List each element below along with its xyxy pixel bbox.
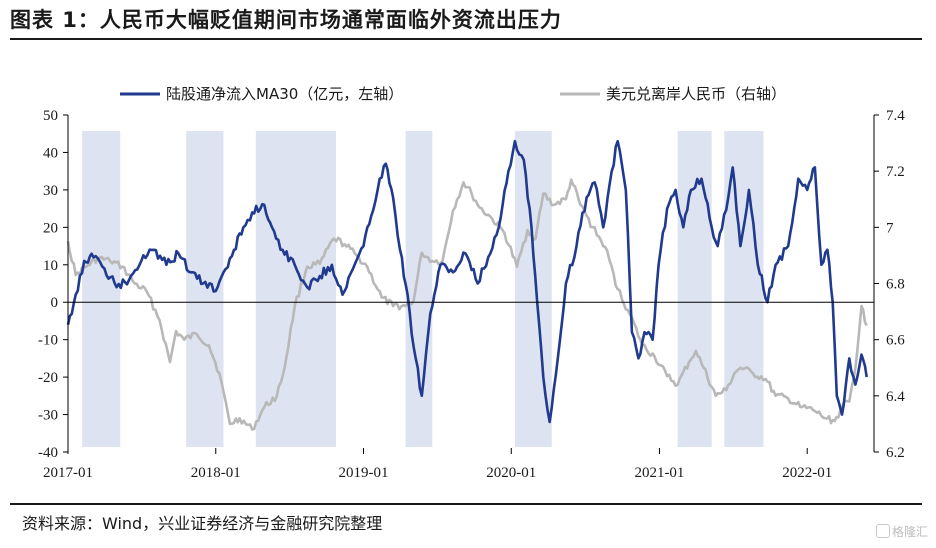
figure-title: 图表 1：人民币大幅贬值期间市场通常面临外资流出压力 <box>10 8 562 32</box>
shaded-periods <box>82 131 764 447</box>
y-left-tick-label: 0 <box>51 295 59 311</box>
legend-label-left-series: 陆股通净流入MA30（亿元，左轴） <box>166 85 403 103</box>
y-right-tick-label: 7.2 <box>886 164 905 180</box>
x-tick-label: 2022-01 <box>782 465 832 481</box>
axes: -40 -30 -20 -10 0 10 20 30 40 50 6.2 6.4 6.6 6.8 7 7.2 7… <box>38 108 905 481</box>
legend-label-right-series: 美元兑离岸人民币（右轴） <box>606 85 786 103</box>
y-left-tick-label: -40 <box>38 445 58 461</box>
source-rule <box>10 503 922 505</box>
y-right-tick-label: 7 <box>886 220 894 236</box>
y-left-tick-label: -30 <box>38 408 58 424</box>
y-right-tick-label: 6.2 <box>886 445 905 461</box>
y-right-tick-label: 6.8 <box>886 277 905 293</box>
shaded-period-3 <box>405 131 433 447</box>
y-right-tick-label: 6.4 <box>886 389 905 405</box>
legend: 陆股通净流入MA30（亿元，左轴） 美元兑离岸人民币（右轴） <box>120 85 786 103</box>
shaded-period-5 <box>677 131 712 447</box>
title-underline <box>10 38 922 40</box>
x-tick-label: 2019-01 <box>339 465 389 481</box>
series-line-northbound-flow <box>66 139 868 424</box>
x-tick-label: 2018-01 <box>191 465 241 481</box>
y-left-tick-label: -10 <box>38 333 58 349</box>
watermark: 格隆汇 <box>875 523 928 540</box>
y-left-tick-label: 10 <box>43 258 58 274</box>
y-right-tick-label: 6.6 <box>886 333 905 349</box>
watermark-text: 格隆汇 <box>891 525 928 539</box>
x-tick-label: 2021-01 <box>634 465 684 481</box>
x-tick-label: 2020-01 <box>486 465 536 481</box>
series-line-usd-cnh <box>66 178 868 431</box>
y-left-tick-label: 20 <box>43 220 58 236</box>
x-tick-label: 2017-01 <box>43 465 93 481</box>
source-note: 资料来源：Wind，兴业证券经济与金融研究院整理 <box>22 514 383 533</box>
y-right-tick-label: 7.4 <box>886 108 905 124</box>
y-left-tick-label: 50 <box>43 108 58 124</box>
y-left-tick-label: -20 <box>38 370 58 386</box>
shaded-period-2 <box>255 131 336 447</box>
y-left-tick-label: 40 <box>43 145 58 161</box>
series-layer <box>66 139 868 431</box>
watermark-logo-icon <box>875 524 890 538</box>
y-left-tick-label: 30 <box>43 183 58 199</box>
shaded-period-0 <box>82 131 121 447</box>
